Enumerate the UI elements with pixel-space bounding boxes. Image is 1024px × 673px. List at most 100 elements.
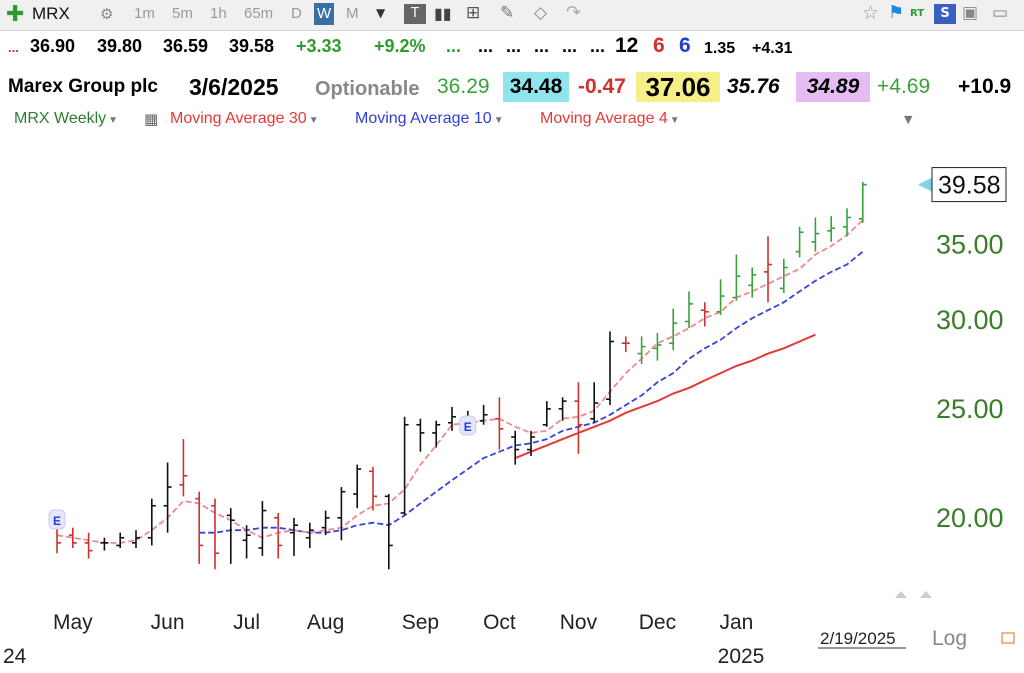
- ohlc-bar: [258, 501, 267, 556]
- quote-dots-4: ...: [534, 36, 550, 56]
- flag-icon[interactable]: ⚑: [888, 2, 905, 23]
- indicator-ma4[interactable]: Moving Average 4 ▼: [540, 110, 680, 128]
- ohlc-bar: [700, 302, 709, 327]
- ohlc-bar: [716, 279, 725, 316]
- last-price-label: 39.58: [938, 172, 1001, 200]
- interval-1h[interactable]: 1h: [210, 5, 227, 22]
- ohlc-bar: [84, 532, 93, 559]
- toolbar: ✚ MRX ⚙ 1m 5m 1h 65m D W M ▼ T ▮▮ ⊞ ✎ ◇ …: [0, 0, 1024, 31]
- rt-label[interactable]: RT: [910, 8, 925, 19]
- x-month-label: Aug: [307, 611, 344, 634]
- x-month-label: May: [53, 611, 93, 634]
- legend-dropdown-icon[interactable]: ▼: [904, 113, 913, 126]
- x-month-label: Jan: [719, 611, 753, 634]
- interval-w[interactable]: W: [314, 3, 335, 25]
- ohlc-bar: [527, 430, 535, 456]
- quote-lead-dots: ...: [8, 40, 19, 55]
- quote-change: +3.33: [296, 36, 342, 56]
- optionable-label: Optionable: [315, 78, 420, 100]
- ohlc-bar: [163, 462, 172, 533]
- moving-average-10-line: [199, 250, 864, 534]
- quote-dots-2: ...: [478, 36, 494, 56]
- ohlc-bar: [795, 226, 804, 258]
- moving-average-4-line: [56, 219, 864, 544]
- info-value-7: +4.69: [877, 75, 931, 98]
- earnings-marker-label: E: [464, 420, 472, 434]
- quote-close: 39.58: [229, 36, 275, 56]
- ohlc-bar: [511, 430, 520, 465]
- interval-dropdown-icon[interactable]: ▼: [376, 6, 386, 20]
- info-value-3: -0.47: [578, 75, 626, 98]
- indicator-label: Moving Average 30: [170, 110, 307, 127]
- quote-extra-1: 1.35: [704, 40, 736, 57]
- ohlc-bar: [764, 236, 772, 303]
- interval-d[interactable]: D: [291, 5, 302, 22]
- ohlc-bar: [337, 487, 346, 541]
- indicator-mrx-weekly[interactable]: MRX Weekly ▼: [14, 110, 118, 128]
- log-scale-label: Log: [932, 627, 967, 650]
- x-year-label: 2025: [718, 645, 765, 668]
- earnings-marker-badge: [459, 415, 477, 436]
- ohlc-bar: [637, 336, 646, 365]
- rating-2: 6: [653, 34, 665, 57]
- info-value-1: 36.29: [437, 75, 490, 98]
- interval-m[interactable]: M: [346, 5, 359, 22]
- quote-open: 36.90: [30, 36, 76, 56]
- indicator-ma10[interactable]: Moving Average 10 ▼: [355, 110, 504, 128]
- ohlc-bar: [843, 208, 851, 237]
- scroll-up-icon: [895, 591, 907, 598]
- info-value-2: 34.48: [503, 72, 569, 102]
- ohlc-bar: [242, 525, 251, 559]
- ohlc-bar: [274, 512, 283, 559]
- ohlc-bar: [811, 217, 820, 252]
- ohlc-bar: [448, 406, 456, 431]
- indicator-ma30[interactable]: Moving Average 30 ▼: [170, 110, 319, 128]
- ohlc-bar: [606, 331, 614, 405]
- rating-3: 6: [679, 34, 691, 57]
- dropdown-icon[interactable]: ▼: [669, 115, 680, 126]
- y-tick-label: 35.00: [936, 230, 1004, 260]
- indicator-label: Moving Average 4: [540, 110, 668, 127]
- quote-dots-1: ...: [446, 36, 462, 56]
- grid-icon[interactable]: ▦: [144, 110, 159, 128]
- x-month-label: Jul: [233, 611, 260, 634]
- x-month-label: Nov: [560, 611, 598, 634]
- ohlc-bar: [321, 510, 330, 536]
- ohlc-bar: [590, 382, 599, 423]
- earnings-markers: EE: [48, 415, 477, 530]
- eraser-icon[interactable]: ◇: [534, 3, 548, 23]
- interval-5m[interactable]: 5m: [172, 5, 193, 22]
- ma30-layer: [514, 333, 816, 460]
- redo-icon[interactable]: ↷: [566, 2, 582, 23]
- window-icon[interactable]: ▭: [992, 3, 1009, 23]
- s-menu-icon[interactable]: S: [934, 4, 956, 24]
- ohlc-bar: [558, 397, 567, 421]
- save-icon[interactable]: ▣: [962, 3, 979, 23]
- dropdown-icon[interactable]: ▼: [493, 115, 504, 126]
- wrench-icon[interactable]: ⚙: [100, 5, 114, 23]
- ohlc-bar: [116, 532, 125, 549]
- x-month-label: Oct: [483, 611, 516, 634]
- add-study-icon[interactable]: ⊞: [466, 3, 481, 23]
- price-bars: [53, 181, 867, 570]
- add-symbol-icon[interactable]: ✚: [6, 2, 25, 27]
- interval-1m[interactable]: 1m: [134, 5, 155, 22]
- price-chart[interactable]: 20.00 25.00 30.00 35.00 39.58 May Jun Jul Aug Se…: [0, 133, 1024, 673]
- star-icon[interactable]: ☆: [862, 2, 880, 24]
- ohlc-bar: [416, 418, 425, 452]
- x-month-label: Dec: [639, 611, 676, 634]
- ohlc-bar: [211, 498, 219, 570]
- dropdown-icon[interactable]: ▼: [308, 115, 319, 126]
- bar-chart-icon[interactable]: ▮▮: [434, 4, 452, 23]
- quote-dots-3: ...: [506, 36, 522, 56]
- pencil-icon[interactable]: ✎: [500, 3, 515, 23]
- info-value-4: 37.06: [636, 72, 720, 102]
- interval-65m[interactable]: 65m: [244, 5, 274, 22]
- ohlc-bar: [100, 537, 109, 551]
- dropdown-icon[interactable]: ▼: [108, 115, 119, 126]
- ohlc-bar: [495, 397, 504, 450]
- text-tool-icon[interactable]: T: [404, 4, 426, 24]
- quote-change-pct: +9.2%: [374, 36, 426, 56]
- ohlc-bar: [732, 254, 741, 301]
- symbol-label[interactable]: MRX: [32, 4, 70, 23]
